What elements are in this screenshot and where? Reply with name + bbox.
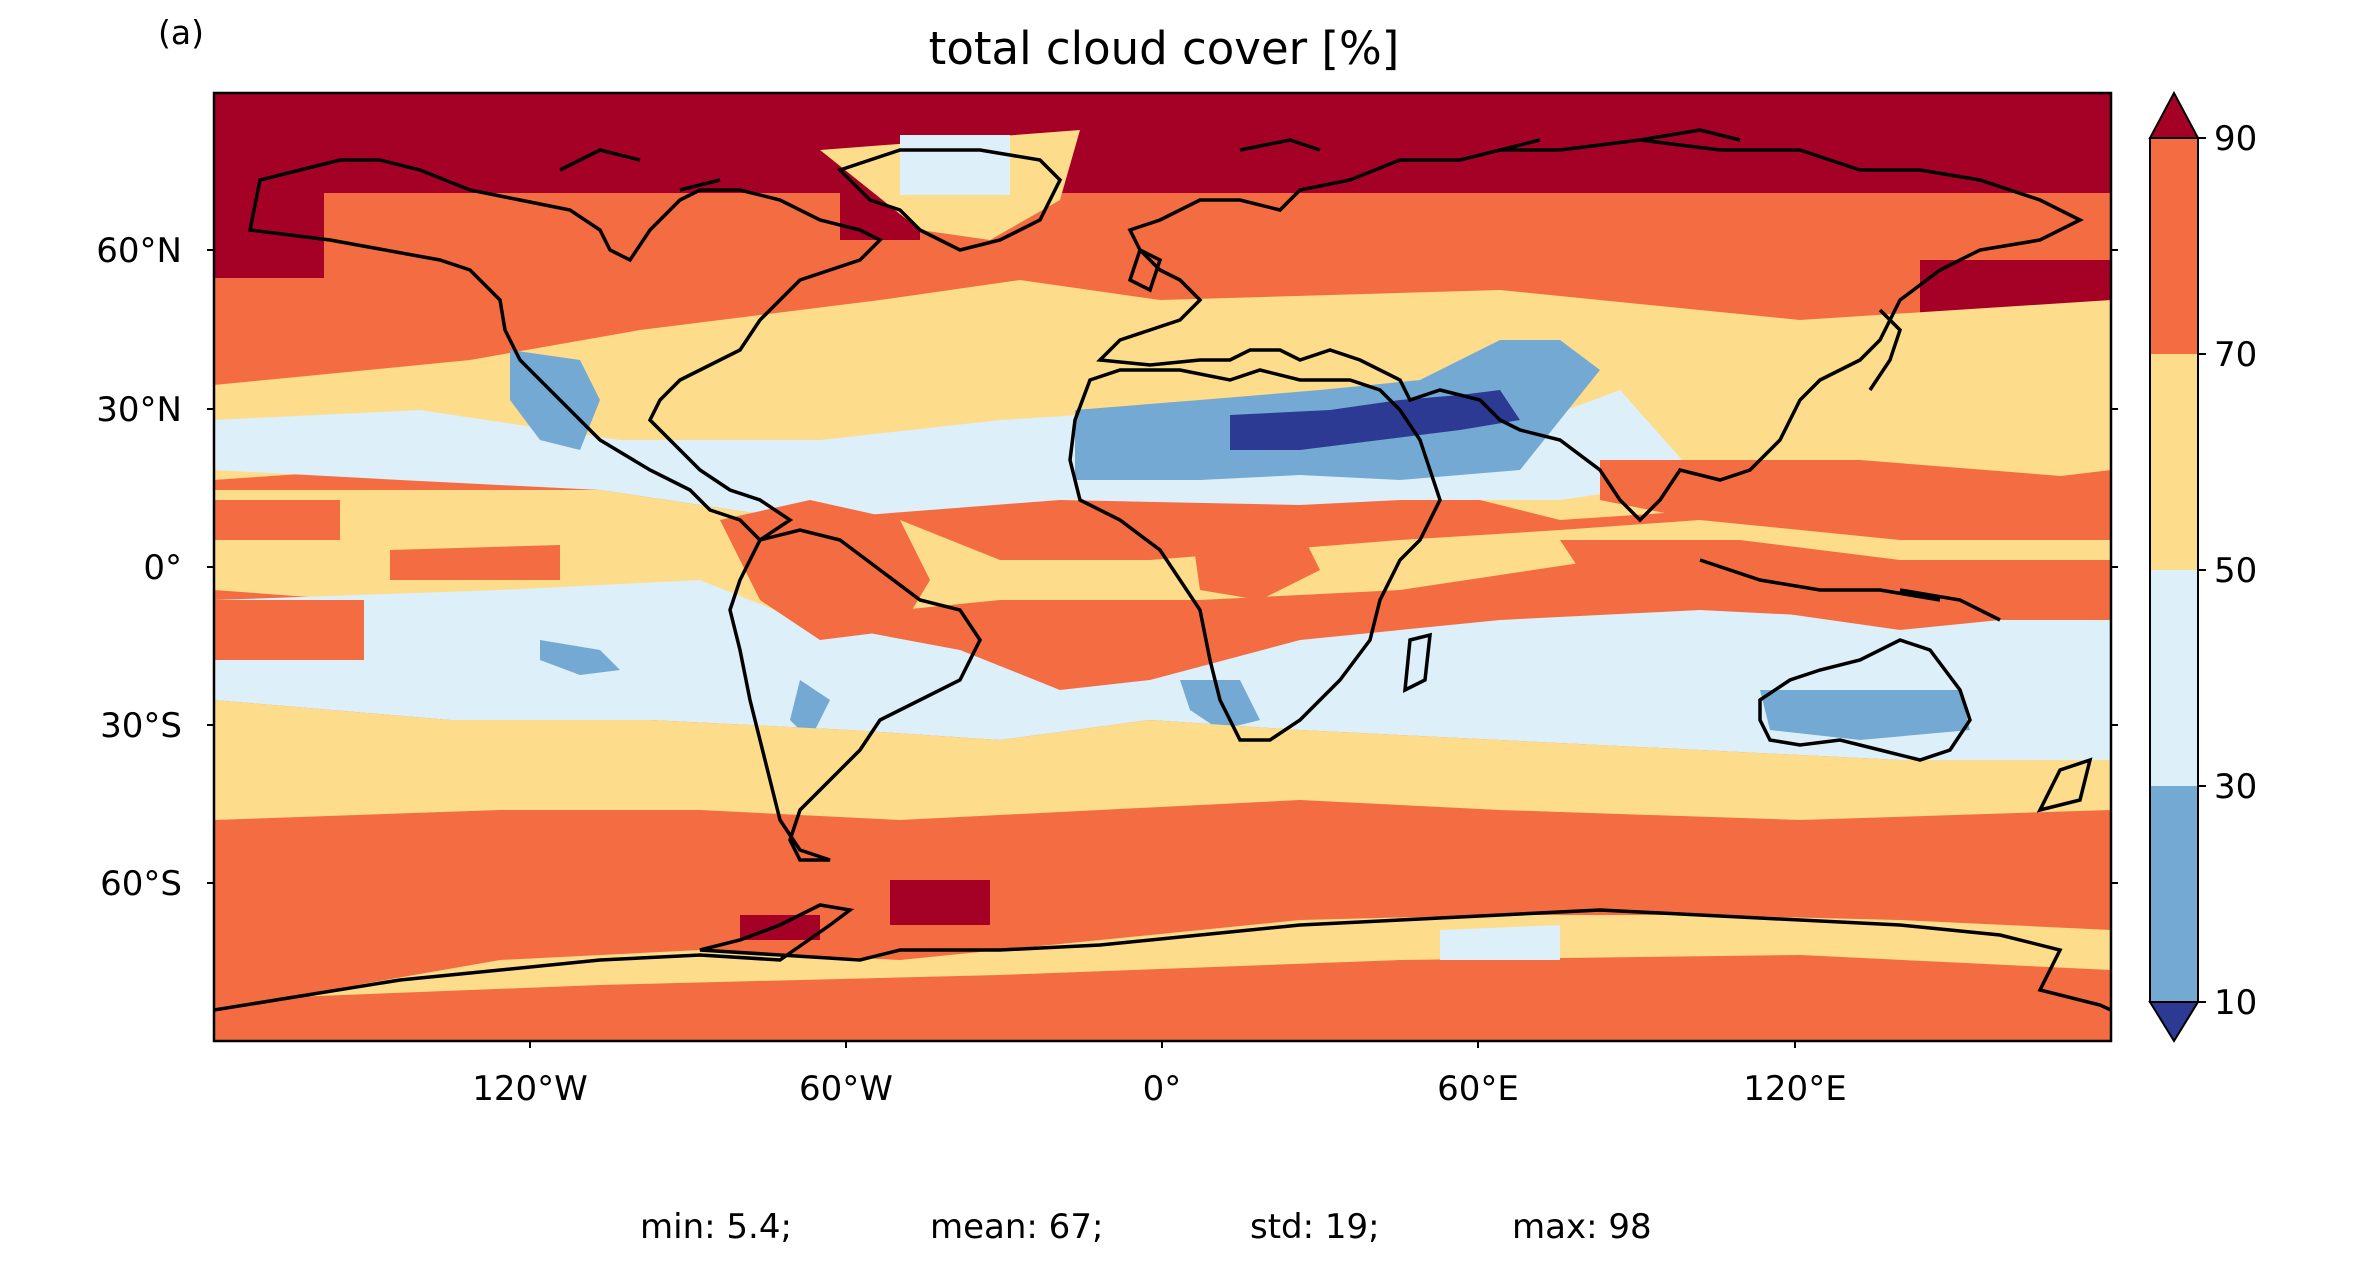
colorbar-tick-label: 90 bbox=[2214, 119, 2257, 159]
stat-std: std: 19; bbox=[1250, 1207, 1380, 1247]
colorbar-tick-label: 70 bbox=[2214, 335, 2257, 375]
lon-tick-label: 60°W bbox=[799, 1069, 893, 1109]
lat-tick-label: 60°S bbox=[100, 864, 182, 904]
colorbar-segment bbox=[2150, 786, 2198, 1002]
lon-tick-label: 60°E bbox=[1437, 1069, 1519, 1109]
stats-line: min: 5.4; mean: 67; std: 19; max: 98 bbox=[640, 1207, 1652, 1247]
colorbar-extend-min bbox=[2148, 1001, 2200, 1043]
colorbar-segment bbox=[2150, 138, 2198, 354]
panel-label: (a) bbox=[158, 13, 204, 52]
colorbar-tick-label: 50 bbox=[2214, 551, 2257, 591]
coastlines bbox=[214, 128, 2111, 1012]
colorbar: 10 30 50 70 90 bbox=[2148, 90, 2257, 1043]
lon-tick-label: 120°E bbox=[1743, 1069, 1846, 1109]
stat-min: min: 5.4; bbox=[640, 1207, 792, 1247]
lon-axis: 120°W 60°W 0° 60°E 120°E bbox=[472, 1041, 1847, 1109]
lon-tick-label: 120°W bbox=[472, 1069, 588, 1109]
stat-mean: mean: 67; bbox=[930, 1207, 1103, 1247]
colorbar-segment bbox=[2150, 570, 2198, 786]
lat-tick-label: 30°N bbox=[96, 390, 182, 430]
colorbar-extend-max bbox=[2148, 90, 2200, 139]
colorbar-tick-label: 30 bbox=[2214, 767, 2257, 807]
lat-tick-label: 0° bbox=[143, 548, 182, 588]
lat-axis: 60°N 30°N 0° 30°S 60°S bbox=[96, 231, 2118, 904]
cloud-cover-field bbox=[214, 93, 2111, 1041]
lat-tick-label: 60°N bbox=[96, 231, 182, 271]
stat-max: max: 98 bbox=[1512, 1207, 1652, 1247]
colorbar-tick-label: 10 bbox=[2214, 983, 2257, 1023]
lat-tick-label: 30°S bbox=[100, 706, 182, 746]
lon-tick-label: 0° bbox=[1143, 1069, 1182, 1109]
map-title: total cloud cover [%] bbox=[929, 22, 1400, 75]
colorbar-segment bbox=[2150, 354, 2198, 570]
